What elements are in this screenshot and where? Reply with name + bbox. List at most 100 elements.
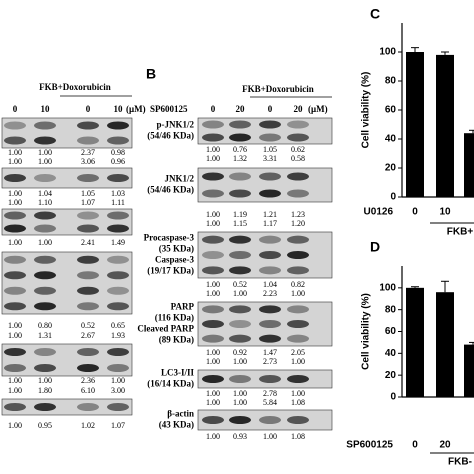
blot [1, 398, 133, 416]
density-value: 1.00 [233, 398, 247, 407]
band [77, 255, 99, 264]
panel-letter: C [370, 6, 380, 22]
y-axis-label: Cell viability (%) [361, 72, 372, 149]
blot-label: p-JNK1/2 [156, 120, 194, 130]
band [202, 334, 224, 343]
density-value: 2.41 [81, 238, 95, 247]
blot-label: (54/46 KDa) [147, 131, 194, 141]
treatment-label: U0126 [364, 207, 394, 218]
header: FKB+Doxorubicin [39, 82, 111, 92]
column-label: 20 [236, 104, 246, 114]
blot [1, 167, 133, 189]
density-value: 1.00 [206, 280, 220, 289]
treatment-label: SP600125 [150, 104, 188, 114]
band [107, 286, 129, 295]
density-value: 1.05 [263, 145, 277, 154]
band [287, 172, 309, 181]
band [229, 375, 251, 383]
density-value: 1.00 [8, 376, 22, 385]
density-value: 1.00 [206, 219, 220, 228]
band [229, 251, 251, 259]
density-value: 3.00 [111, 386, 125, 395]
density-value: 1.00 [206, 210, 220, 219]
band [202, 305, 224, 314]
blot-label: β-actin [167, 409, 194, 419]
band [107, 121, 129, 130]
y-tick-label: 80 [385, 76, 397, 87]
density-value: 1.10 [38, 198, 52, 207]
y-tick-label: 60 [385, 326, 397, 337]
band [4, 364, 26, 372]
y-tick-label: 20 [385, 163, 397, 174]
density-value: 0.96 [111, 157, 125, 166]
blot-label: Procaspase-3 [144, 233, 195, 243]
density-value: 2.67 [81, 331, 95, 340]
density-value: 1.00 [38, 238, 52, 247]
band [287, 305, 309, 314]
density-value: 1.07 [111, 421, 125, 430]
blot-label: (35 KDa) [159, 244, 194, 254]
band [259, 172, 281, 181]
band [287, 251, 309, 259]
blot-label: (16/14 KDa) [147, 379, 194, 389]
band [202, 172, 224, 181]
density-value: 1.17 [263, 219, 277, 228]
density-value: 1.08 [291, 398, 305, 407]
density-value: 1.20 [291, 219, 305, 228]
density-value: 1.00 [233, 289, 247, 298]
band [77, 403, 99, 411]
density-value: 1.04 [38, 189, 52, 198]
band [202, 133, 224, 142]
density-value: 1.00 [8, 198, 22, 207]
band [259, 375, 281, 383]
band [202, 416, 224, 424]
band [77, 136, 99, 145]
band [34, 364, 56, 372]
band [107, 364, 129, 372]
band [107, 271, 129, 280]
density-value: 2.05 [291, 348, 305, 357]
x-tick-label: 20 [439, 440, 451, 451]
band [77, 271, 99, 280]
column-label: 0 [13, 104, 18, 114]
density-value: 1.00 [206, 154, 220, 163]
band [4, 348, 26, 356]
density-value: 1.00 [206, 145, 220, 154]
band [107, 302, 129, 311]
y-tick-label: 0 [390, 392, 396, 403]
density-value: 1.00 [8, 421, 22, 430]
band [77, 364, 99, 372]
density-value: 0.52 [233, 280, 247, 289]
unit-label: (μM) [126, 104, 146, 114]
density-value: 0.76 [233, 145, 247, 154]
density-value: 1.00 [206, 432, 220, 441]
y-tick-label: 100 [379, 47, 396, 58]
band [287, 235, 309, 244]
band [107, 224, 129, 233]
band [229, 266, 251, 275]
unit-label: (μM) [308, 104, 328, 114]
density-value: 1.00 [8, 386, 22, 395]
density-value: 2.78 [263, 389, 277, 398]
band [4, 136, 26, 145]
density-value: 1.00 [38, 157, 52, 166]
density-value: 0.80 [38, 321, 52, 330]
band [287, 120, 309, 129]
band [229, 189, 251, 198]
band [107, 136, 129, 145]
band [202, 120, 224, 129]
density-value: 0.98 [111, 148, 125, 157]
group-label: FKB- [448, 457, 472, 468]
density-value: 1.49 [111, 238, 125, 247]
blot-label: (54/46 KDa) [147, 185, 194, 195]
density-value: 2.73 [263, 357, 277, 366]
y-axis-label: Cell viability (%) [361, 293, 372, 370]
density-value: 1.00 [233, 357, 247, 366]
band [34, 271, 56, 280]
band [77, 286, 99, 295]
band [4, 174, 26, 182]
band [4, 286, 26, 295]
density-value: 3.06 [81, 157, 95, 166]
